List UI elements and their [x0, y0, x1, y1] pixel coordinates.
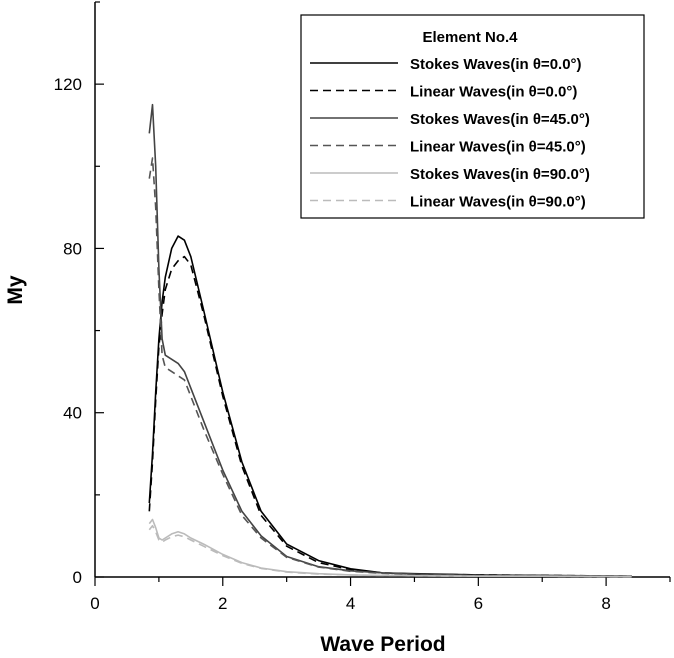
series-line-1: [148, 235, 632, 577]
legend-title: Element No.4: [422, 29, 518, 46]
legend: Element No.4 Stokes Waves(in θ=0.0°) Line…: [300, 14, 645, 219]
series-line-4: [148, 157, 632, 577]
x-tick-label: 2: [218, 594, 227, 613]
y-axis-title: My: [4, 275, 27, 304]
x-tick-label: 4: [346, 594, 355, 613]
legend-label-1: Stokes Waves(in θ=0.0°): [410, 56, 582, 73]
series-line-5: [148, 518, 632, 578]
legend-box: [300, 14, 645, 219]
legend-label-3: Stokes Waves(in θ=45.0°): [410, 111, 590, 128]
y-tick-label: 80: [63, 239, 82, 258]
series-layer: [148, 103, 632, 578]
legend-label-6: Linear Waves(in θ=90.0°): [410, 194, 586, 211]
y-tick-label: 0: [73, 568, 82, 587]
legend-label-4: Linear Waves(in θ=45.0°): [410, 139, 586, 156]
x-tick-label: 6: [474, 594, 483, 613]
legend-items: Stokes Waves(in θ=0.0°) Linear Waves(in θ…: [310, 56, 590, 211]
y-tick-label: 40: [63, 404, 82, 423]
x-ticks: 0 2 4 6 8: [90, 577, 671, 613]
x-axis-title: Wave Period: [320, 633, 445, 656]
legend-label-2: Linear Waves(in θ=0.0°): [410, 84, 577, 101]
legend-label-5: Stokes Waves(in θ=90.0°): [410, 166, 590, 183]
y-tick-label: 120: [54, 75, 82, 94]
x-tick-label: 0: [90, 594, 99, 613]
series-line-6: [148, 524, 632, 578]
y-ticks: 0 40 80 120: [54, 1, 104, 587]
x-tick-label: 8: [601, 594, 610, 613]
series-line-2: [148, 255, 632, 577]
